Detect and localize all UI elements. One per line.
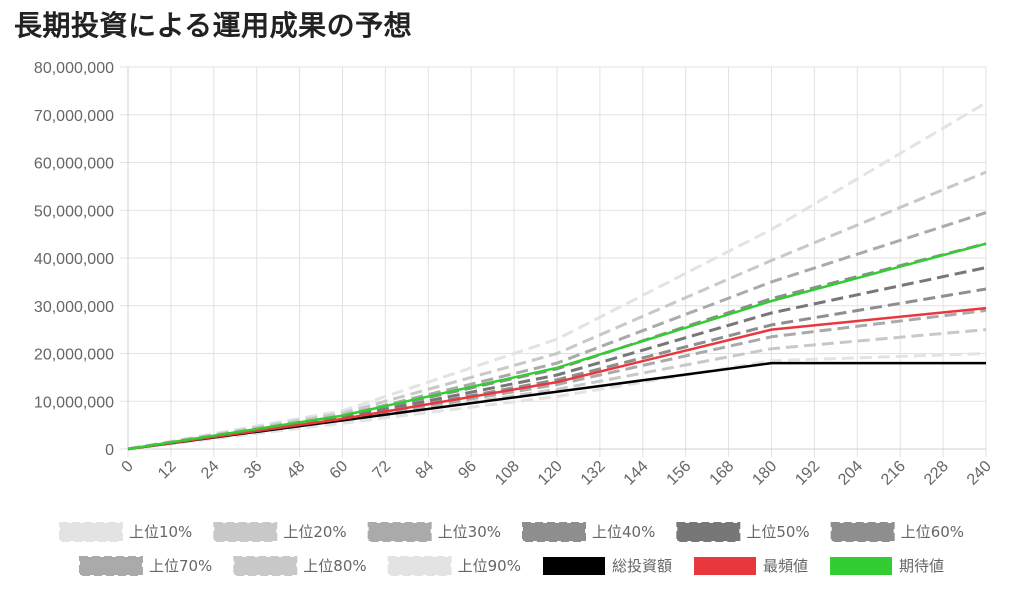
legend-label: 上位30% <box>438 523 501 541</box>
series-line <box>127 101 987 451</box>
legend-item[interactable]: 上位90% <box>387 556 521 576</box>
x-tick-label: 204 <box>835 458 866 489</box>
x-axis: 0 12 24 36 48 60 72 84 96 108 120 132 144 156 168 180 19… <box>119 458 995 489</box>
series-line <box>127 352 987 451</box>
legend-label: 上位40% <box>592 523 655 541</box>
legend-label: 上位60% <box>901 523 964 541</box>
legend-item[interactable]: 上位70% <box>78 556 212 576</box>
series-line <box>127 306 987 451</box>
y-tick-label: 60,000,000 <box>34 156 114 173</box>
legend-swatch <box>58 522 123 542</box>
legend-label: 上位10% <box>129 523 192 541</box>
legend-item[interactable]: 最頻値 <box>694 557 808 575</box>
legend-swatch <box>830 557 893 575</box>
legend-swatch <box>233 556 298 576</box>
y-tick-label: 70,000,000 <box>34 108 114 125</box>
series-line <box>127 361 986 451</box>
legend-label: 上位20% <box>283 523 346 541</box>
legend-label: 上位90% <box>458 557 521 575</box>
x-tick-label: 192 <box>792 458 823 489</box>
x-tick-label: 240 <box>964 458 995 489</box>
series-line <box>127 170 987 451</box>
x-tick-label: 36 <box>241 458 266 483</box>
chart-title: 長期投資による運用成果の予想 <box>14 9 413 42</box>
x-tick-label: 84 <box>413 458 438 483</box>
x-tick-label: 120 <box>535 458 566 489</box>
legend-swatch <box>676 522 741 542</box>
legend-item[interactable]: 上位60% <box>830 522 964 542</box>
x-tick-label: 60 <box>327 458 352 483</box>
x-tick-label: 168 <box>707 458 738 489</box>
x-tick-label: 132 <box>578 458 609 489</box>
legend-swatch <box>367 522 432 542</box>
y-tick-label: 0 <box>105 442 114 459</box>
legend-swatch <box>522 522 586 542</box>
legend-swatch <box>694 557 757 575</box>
x-tick-label: 228 <box>921 458 952 489</box>
series-lines <box>127 101 987 451</box>
legend-label: 総投資額 <box>612 557 672 575</box>
x-tick-label: 180 <box>749 458 780 489</box>
y-tick-label: 20,000,000 <box>34 347 114 364</box>
legend-item[interactable]: 上位40% <box>522 522 655 542</box>
y-tick-label: 40,000,000 <box>34 251 114 268</box>
legend-item[interactable]: 上位30% <box>367 522 501 542</box>
legend-item[interactable]: 上位50% <box>676 522 810 542</box>
legend-swatch <box>78 556 143 576</box>
legend-item[interactable]: 上位20% <box>213 522 347 542</box>
x-tick-label: 216 <box>878 458 909 489</box>
legend-item[interactable]: 上位10% <box>58 522 192 542</box>
y-tick-label: 30,000,000 <box>34 299 114 316</box>
legend-label: 上位80% <box>303 557 366 575</box>
x-tick-label: 144 <box>621 458 652 489</box>
legend[interactable]: 上位10% 上位20% 上位30% 上位40% 上位50% 上位60% 上位70% 上位80%… <box>58 522 964 576</box>
legend-item[interactable]: 上位80% <box>233 556 367 576</box>
x-tick-label: 24 <box>198 458 223 483</box>
y-tick-label: 50,000,000 <box>34 203 114 220</box>
legend-item[interactable]: 期待値 <box>830 557 944 575</box>
x-tick-label: 96 <box>455 458 480 483</box>
legend-label: 期待値 <box>899 557 944 575</box>
legend-label: 最頻値 <box>763 557 808 575</box>
legend-swatch <box>387 556 452 576</box>
y-tick-label: 80,000,000 <box>34 60 114 77</box>
x-tick-label: 0 <box>119 458 137 476</box>
x-tick-label: 72 <box>370 458 395 483</box>
legend-swatch <box>542 557 605 575</box>
x-tick-label: 156 <box>664 458 695 489</box>
series-line <box>127 242 987 451</box>
grid <box>120 66 987 457</box>
y-axis: 0 10,000,000 20,000,000 30,000,000 40,000,00… <box>34 60 114 459</box>
legend-label: 上位50% <box>746 523 809 541</box>
legend-swatch <box>213 522 278 542</box>
x-tick-label: 48 <box>284 458 309 483</box>
x-tick-label: 108 <box>492 458 523 489</box>
legend-item[interactable]: 総投資額 <box>542 557 672 575</box>
legend-label: 上位70% <box>149 557 212 575</box>
legend-swatch <box>830 522 895 542</box>
x-tick-label: 12 <box>155 458 180 483</box>
y-tick-label: 10,000,000 <box>34 394 114 411</box>
